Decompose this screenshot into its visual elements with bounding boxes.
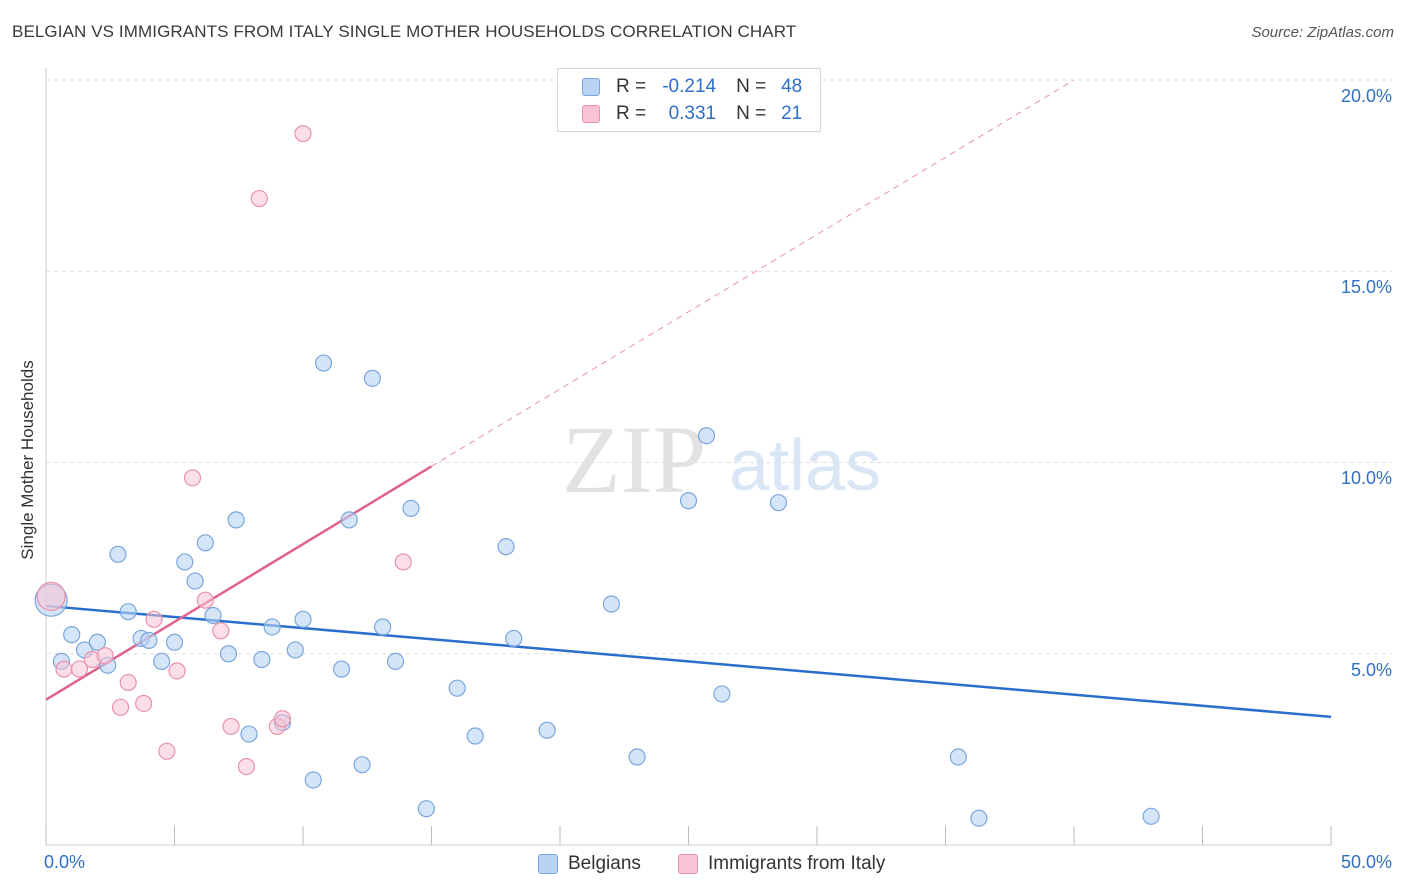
belgian-point xyxy=(304,771,322,789)
legend-row-italy: R = 0.331 N = 21 xyxy=(582,101,802,127)
belgian-point xyxy=(119,603,137,621)
belgian-point xyxy=(153,652,171,671)
italy-point xyxy=(294,124,312,143)
belgian-point xyxy=(374,618,392,636)
belgian-point xyxy=(109,545,127,563)
y-axis-label: Single Mother Households xyxy=(18,360,37,560)
italy-point xyxy=(196,591,214,609)
data-points xyxy=(34,124,1160,827)
x-tick-label-max: 50.0% xyxy=(1340,852,1392,872)
italy-point xyxy=(111,698,130,716)
chart-title: BELGIAN VS IMMIGRANTS FROM ITALY SINGLE … xyxy=(12,22,797,41)
y-tick-label-5: 5.0% xyxy=(1350,660,1392,680)
italy-point xyxy=(36,581,66,611)
belgian-point xyxy=(402,499,420,517)
italy-point xyxy=(273,710,292,728)
belgian-point xyxy=(196,534,214,552)
belgian-point xyxy=(294,610,312,628)
belgian-point xyxy=(628,748,646,766)
belgian-point xyxy=(176,553,194,571)
belgian-point xyxy=(713,685,731,703)
belgian-point xyxy=(466,727,484,745)
belgian-point xyxy=(286,641,304,659)
belgian-point xyxy=(204,606,222,625)
belgian-point xyxy=(227,511,245,529)
belgian-point xyxy=(186,572,204,590)
belgian-point xyxy=(505,629,523,648)
belgian-point xyxy=(253,650,271,669)
belgian-point xyxy=(417,800,435,818)
belgian-point xyxy=(363,369,381,387)
italy-swatch xyxy=(582,105,600,123)
y-tick-label-15: 15.0% xyxy=(1340,277,1392,297)
belgian-point xyxy=(88,633,107,651)
legend-r-label: R = xyxy=(616,76,647,97)
belgian-point xyxy=(949,748,967,766)
legend-r-value: 0.331 xyxy=(668,103,717,124)
legend-n-label: N = xyxy=(736,103,767,124)
italy-point xyxy=(55,660,73,678)
legend-n-value: 48 xyxy=(781,76,803,97)
italy-point xyxy=(119,673,137,692)
source-credit: Source: ZipAtlas.com xyxy=(1251,24,1394,41)
belgian-point xyxy=(769,494,788,512)
trend-lines xyxy=(45,79,1332,719)
gridlines xyxy=(46,79,1392,655)
belgian-point xyxy=(386,652,405,671)
belgian-point xyxy=(679,492,698,510)
belgian-point xyxy=(497,538,515,556)
italy-point xyxy=(222,717,240,736)
watermark: ZIP atlas xyxy=(562,406,881,513)
italy-point xyxy=(212,622,230,640)
italy-point xyxy=(158,742,176,760)
y-tick-label-20: 20.0% xyxy=(1340,86,1392,106)
belgian-point xyxy=(353,756,371,774)
x-tick-label-min: 0.0% xyxy=(44,852,86,872)
belgian-point xyxy=(538,721,556,739)
italy-point xyxy=(96,647,114,665)
italy-point xyxy=(70,660,89,678)
italy-trend-extension xyxy=(431,79,1075,467)
legend-r-value: -0.214 xyxy=(662,76,717,97)
italy-point xyxy=(135,694,153,713)
italy-point xyxy=(237,757,256,776)
italy-point xyxy=(145,610,163,628)
belgian-point xyxy=(1142,807,1160,825)
belgian-trend-line xyxy=(45,604,1332,719)
italy-point xyxy=(394,553,412,571)
legend-n-label: N = xyxy=(736,76,767,97)
belgian-point xyxy=(263,618,281,636)
belgian-point xyxy=(340,511,358,529)
legend-label-italy: Immigrants from Italy xyxy=(708,853,886,874)
italy-legend-swatch xyxy=(678,854,698,874)
italy-point xyxy=(183,469,202,487)
belgian-point xyxy=(602,595,621,613)
belgian-point xyxy=(970,809,988,827)
belgian-legend-swatch xyxy=(538,854,558,874)
legend-item-belgians[interactable]: Belgians xyxy=(538,852,641,876)
belgian-swatch xyxy=(582,78,600,96)
belgian-point xyxy=(314,354,333,372)
legend-row-belgians: R = -0.214 N = 48 xyxy=(582,74,802,100)
legend-label-belgians: Belgians xyxy=(568,853,641,874)
belgian-point xyxy=(332,660,351,678)
belgian-point xyxy=(240,725,258,743)
watermark-atlas: atlas xyxy=(729,426,881,506)
correlation-legend: R = -0.214 N = 48 R = 0.331 N = 21 xyxy=(557,68,821,132)
axes xyxy=(45,68,1332,846)
italy-point xyxy=(250,189,268,208)
belgian-point xyxy=(697,427,716,445)
legend-item-italy[interactable]: Immigrants from Italy xyxy=(678,852,885,876)
belgian-point xyxy=(165,633,184,651)
italy-point xyxy=(168,662,186,680)
belgian-point xyxy=(219,645,238,663)
belgian-point xyxy=(140,631,158,649)
legend-r-label: R = xyxy=(616,103,647,124)
y-tick-label-10: 10.0% xyxy=(1340,468,1392,488)
belgian-point xyxy=(63,626,81,644)
belgian-point xyxy=(448,679,466,697)
legend-n-value: 21 xyxy=(781,103,803,124)
